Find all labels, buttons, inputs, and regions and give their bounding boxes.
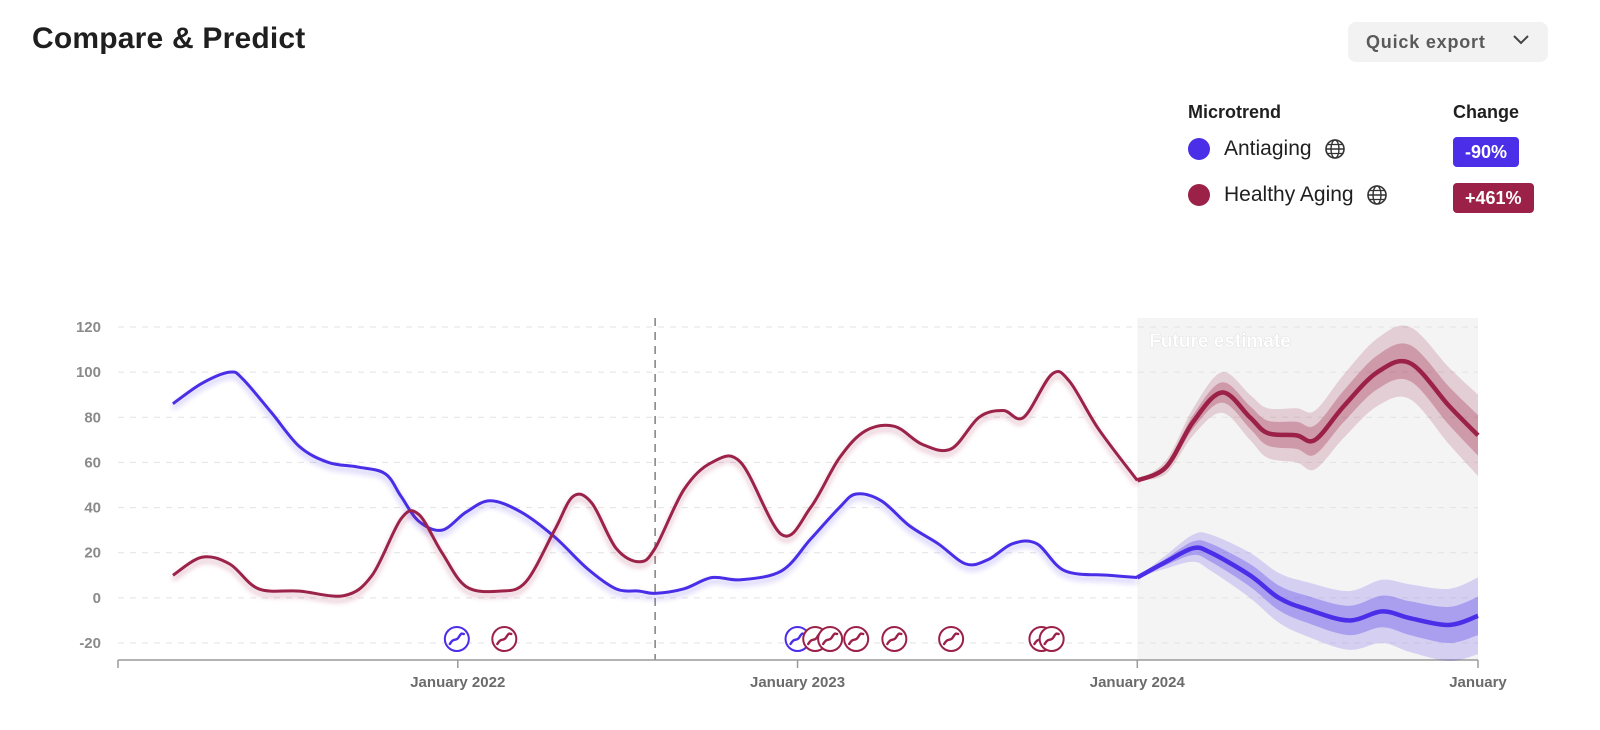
event-marker-icon (817, 626, 844, 652)
y-tick-label: 100 (76, 364, 101, 381)
y-tick-label: 40 (84, 500, 101, 517)
page-title: Compare & Predict (32, 22, 306, 55)
event-marker-icon (938, 626, 965, 652)
forecast-band-inner-healthy-aging (1137, 343, 1478, 481)
series-line-antiaging (172, 370, 1138, 595)
globe-icon (1366, 184, 1388, 206)
quick-export-label: Quick export (1366, 31, 1486, 52)
forecast-line-healthy-aging (1136, 358, 1480, 483)
event-marker-icon (881, 626, 908, 652)
legend-color-dot (1188, 138, 1210, 160)
event-marker-icon (843, 626, 870, 652)
y-tick-label: 0 (93, 590, 101, 607)
y-tick-label: -20 (79, 635, 101, 652)
y-tick-label: 120 (76, 319, 101, 336)
x-tick-label: January 2023 (750, 674, 845, 691)
forecast-label: Future estimate (1149, 331, 1290, 352)
legend-item-healthy-aging[interactable]: Healthy Aging (1188, 180, 1388, 210)
globe-icon (1324, 138, 1346, 160)
y-tick-label: 60 (84, 454, 101, 471)
series-line-healthy-aging (172, 370, 1139, 598)
legend-item-label: Antiaging (1224, 137, 1312, 160)
forecast-band-outer-antiaging (1137, 532, 1478, 662)
x-tick-label: January 2022 (410, 674, 505, 691)
legend-microtrend-header: Microtrend (1188, 102, 1282, 122)
event-marker-icon (491, 626, 518, 652)
legend-item-antiaging[interactable]: Antiaging (1188, 134, 1346, 164)
change-badge-antiaging: -90% (1453, 137, 1520, 167)
event-marker-icon (443, 626, 470, 652)
event-marker-icon (1038, 626, 1065, 652)
y-tick-label: 20 (84, 545, 101, 562)
forecast-line-antiaging (1136, 545, 1479, 628)
y-tick-label: 80 (84, 409, 101, 426)
x-tick-label: January (1449, 674, 1507, 691)
legend: Microtrend Change Antiaging -90% Healthy… (1188, 102, 1548, 222)
forecast-band-inner-antiaging (1137, 540, 1478, 643)
trend-chart: 120 100 80 60 40 20 0 -20 Future estimate January… (76, 318, 1507, 691)
legend-change-header: Change (1453, 102, 1520, 122)
legend-color-dot (1188, 184, 1210, 206)
quick-export-button[interactable]: Quick export (1348, 22, 1548, 62)
legend-item-label: Healthy Aging (1224, 183, 1354, 206)
x-tick-label: January 2024 (1090, 674, 1186, 691)
change-badge-healthy-aging: +461% (1453, 183, 1534, 213)
chevron-down-icon (1512, 33, 1530, 51)
